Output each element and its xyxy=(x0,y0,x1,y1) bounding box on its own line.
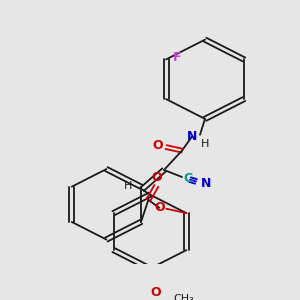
Text: O: O xyxy=(151,286,161,299)
Text: H: H xyxy=(201,139,209,148)
Text: N: N xyxy=(201,177,211,190)
Text: CH₃: CH₃ xyxy=(173,294,194,300)
Text: H: H xyxy=(124,181,132,191)
Text: N: N xyxy=(187,130,197,143)
Text: C: C xyxy=(183,172,193,185)
Text: O: O xyxy=(151,171,162,184)
Text: O: O xyxy=(153,139,163,152)
Text: O: O xyxy=(154,201,165,214)
Text: F: F xyxy=(173,51,182,64)
